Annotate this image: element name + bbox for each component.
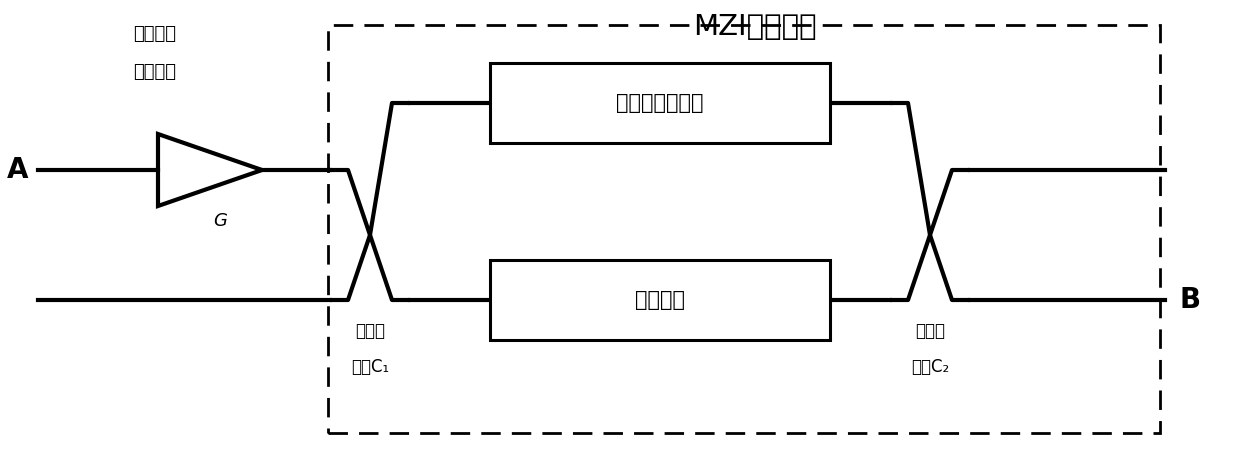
Text: G: G — [213, 212, 227, 230]
Bar — [490, 260, 830, 340]
Text: 光放大器: 光放大器 — [134, 63, 176, 81]
Text: 合器C₁: 合器C₁ — [351, 358, 389, 376]
Text: 输入耦: 输入耦 — [355, 322, 384, 340]
Text: A: A — [7, 156, 29, 184]
Text: 光学非线性单元: 光学非线性单元 — [616, 93, 704, 113]
Text: 合器C₂: 合器C₂ — [911, 358, 949, 376]
Text: 输出耦: 输出耦 — [915, 322, 945, 340]
Bar — [490, 63, 830, 143]
Text: 光移相器: 光移相器 — [635, 290, 684, 310]
Text: B: B — [1179, 286, 1200, 314]
Text: MZI整形模块: MZI整形模块 — [693, 13, 817, 41]
Text: 线性匹配: 线性匹配 — [134, 25, 176, 43]
